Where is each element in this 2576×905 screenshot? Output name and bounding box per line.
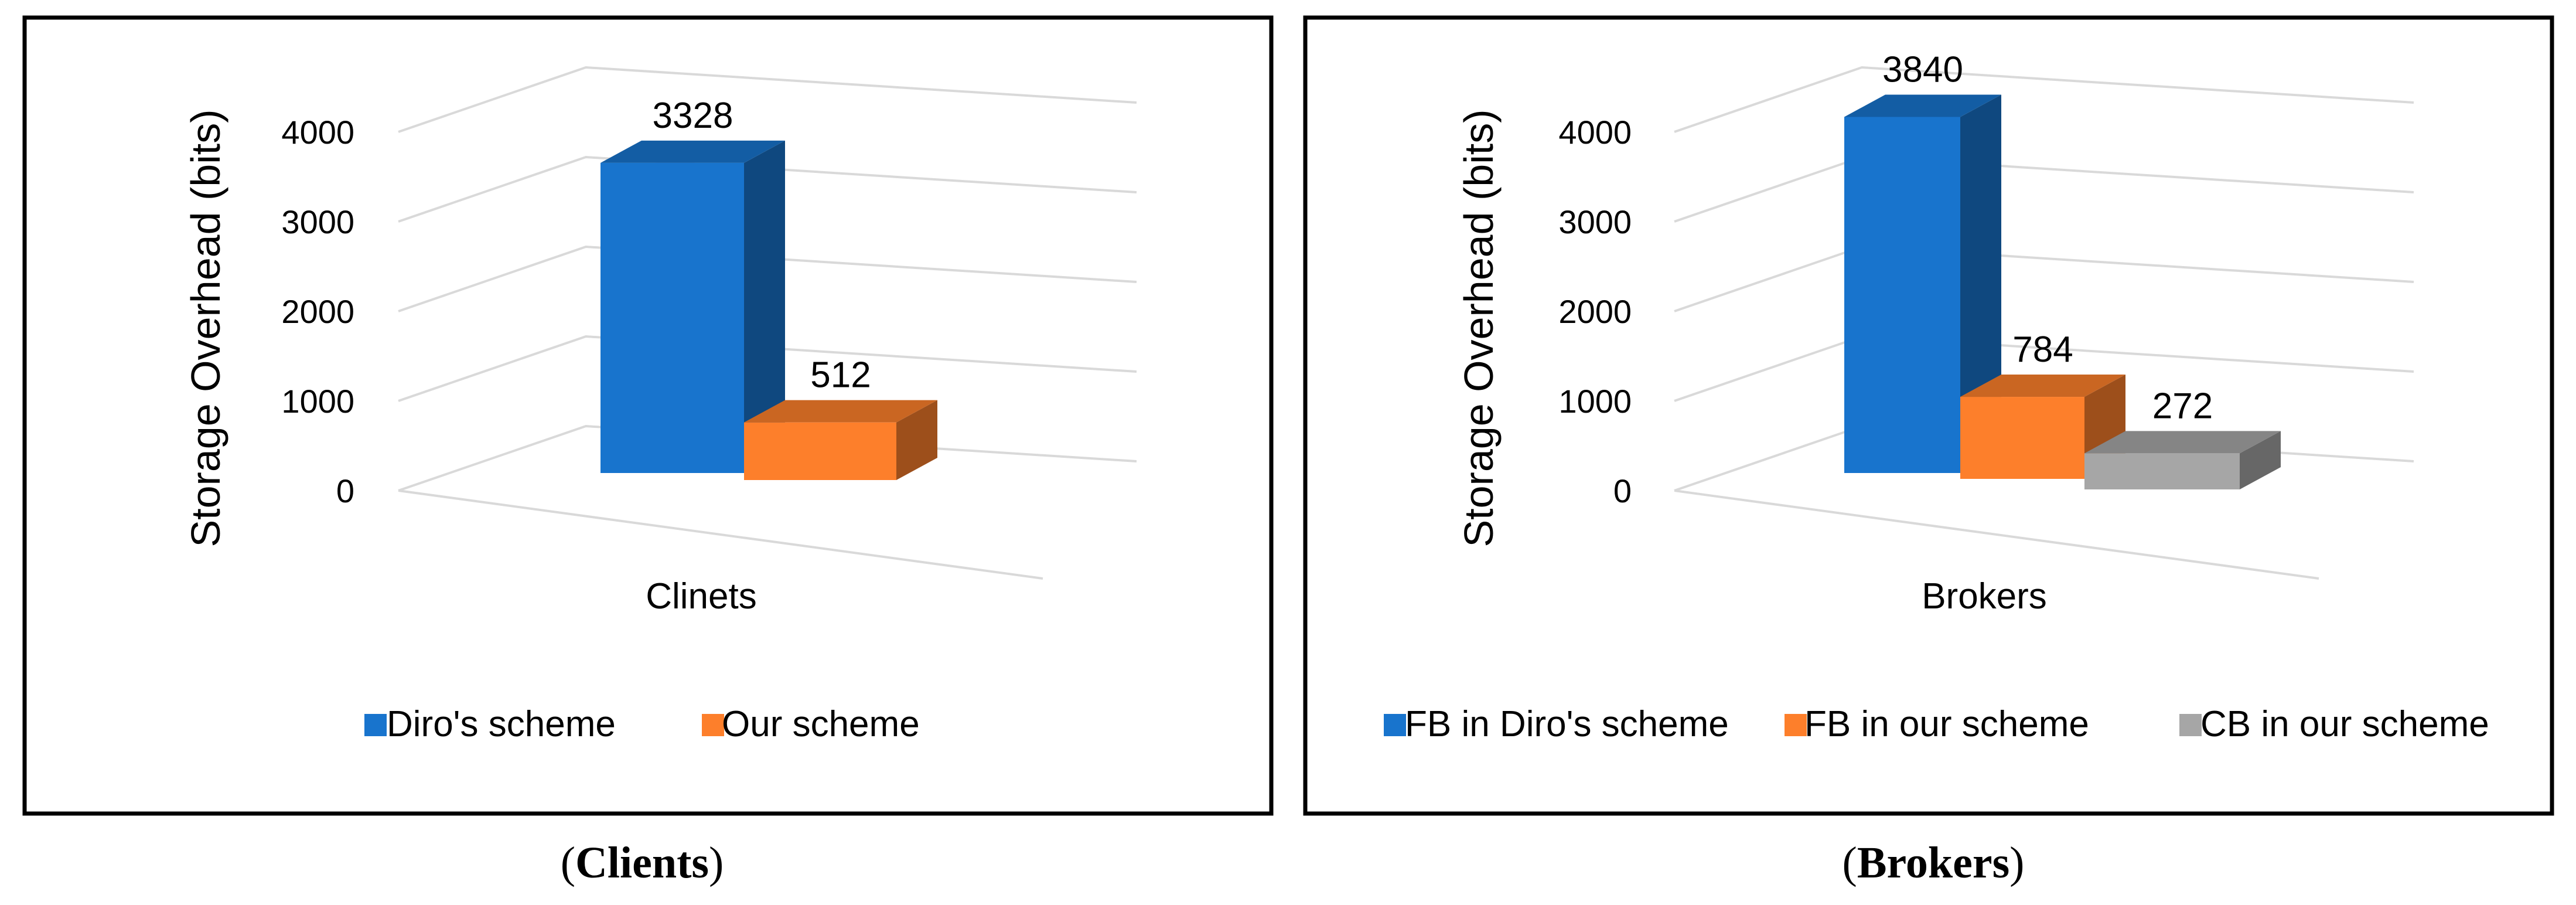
legend-swatch	[1384, 714, 1406, 736]
legend-label: Diro's scheme	[387, 704, 616, 744]
chart-panel-clients: 0 1000 2000 3000 4000 Storage Overhead (bits…	[22, 15, 1274, 887]
bar-front	[2084, 453, 2240, 489]
legend: FB in Diro's scheme FB in our scheme CB in…	[1384, 704, 2489, 744]
bar-side	[744, 140, 785, 474]
legend-label: CB in our scheme	[2200, 704, 2489, 744]
legend-swatch	[1785, 714, 1807, 736]
y-tick-label: 0	[1613, 472, 1632, 509]
bar-front	[601, 162, 744, 473]
bar-front	[744, 422, 896, 480]
y-tick-label: 3000	[1558, 203, 1632, 240]
legend-swatch	[2179, 714, 2202, 736]
bars: 3840 784 272	[1844, 49, 2281, 489]
panel-caption: (Clients)	[561, 838, 724, 887]
floor-edge	[398, 489, 1043, 580]
bar-side	[896, 400, 937, 480]
y-axis-label: Storage Overhead (bits)	[1456, 109, 1502, 547]
bar-top	[744, 400, 937, 423]
y-tick-label: 1000	[281, 383, 354, 420]
bar: 512	[744, 355, 937, 480]
bar-side	[2240, 431, 2281, 489]
y-tick-label: 4000	[281, 114, 354, 151]
data-label: 784	[2012, 329, 2073, 370]
y-tick-label: 1000	[1558, 383, 1632, 420]
bar-top	[601, 140, 785, 163]
bar-front	[1960, 397, 2084, 479]
panel-caption: (Brokers)	[1843, 838, 2025, 887]
data-label: 3840	[1882, 49, 1963, 90]
bar-front	[1844, 117, 1960, 474]
bars: 3328 512	[601, 96, 937, 480]
y-tick-label: 2000	[1558, 293, 1632, 330]
x-axis-label: Brokers	[1922, 576, 2047, 617]
x-axis-label: Clinets	[646, 576, 757, 617]
chart-panel-brokers: 0 1000 2000 3000 4000 Storage Overhead (bits…	[1303, 15, 2554, 887]
gridline	[398, 155, 1137, 223]
y-tick-label: 4000	[1558, 114, 1632, 151]
y-axis-ticks: 0 1000 2000 3000 4000	[1558, 114, 1632, 509]
bar-top	[2084, 431, 2281, 454]
gridline	[1674, 66, 2414, 133]
y-tick-label: 0	[336, 472, 354, 509]
legend-label: FB in our scheme	[1804, 704, 2089, 744]
legend: Diro's scheme Our scheme	[364, 704, 920, 744]
bar-side	[1960, 94, 2001, 474]
bar: 3328	[601, 96, 785, 474]
gridline	[398, 245, 1137, 312]
data-label: 512	[810, 355, 871, 396]
y-tick-label: 3000	[281, 203, 354, 240]
data-label: 272	[2152, 386, 2213, 426]
gridline	[398, 424, 1137, 492]
bar: 3840	[1844, 49, 2001, 474]
gridlines	[398, 66, 1137, 580]
bar-top	[1844, 94, 2001, 117]
gridline	[398, 66, 1137, 133]
y-axis-ticks: 0 1000 2000 3000 4000	[281, 114, 354, 509]
legend-swatch	[702, 714, 724, 736]
gridline	[398, 335, 1137, 402]
bar: 272	[2084, 386, 2281, 489]
y-axis-label: Storage Overhead (bits)	[183, 109, 228, 547]
floor-edge	[1674, 489, 2319, 580]
y-tick-label: 2000	[281, 293, 354, 330]
legend-label: FB in Diro's scheme	[1405, 704, 1729, 744]
legend-label: Our scheme	[722, 704, 920, 744]
bar-top	[1960, 375, 2125, 397]
legend-swatch	[364, 714, 387, 736]
data-label: 3328	[653, 96, 733, 136]
